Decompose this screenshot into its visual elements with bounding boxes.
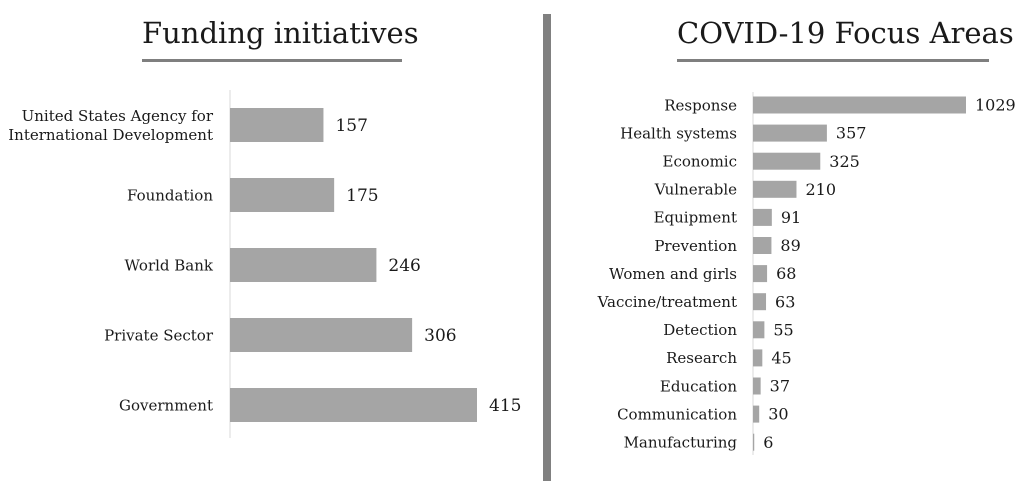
bar bbox=[753, 265, 768, 283]
bar bbox=[230, 108, 324, 142]
value-label: 157 bbox=[335, 116, 367, 136]
category-label: Health systems bbox=[620, 124, 737, 142]
category-label: Research bbox=[666, 349, 737, 367]
title-underline bbox=[142, 59, 402, 62]
bar bbox=[753, 237, 772, 254]
category-label: World Bank bbox=[125, 256, 214, 274]
category-label: Communication bbox=[617, 405, 737, 423]
category-label: Equipment bbox=[654, 209, 737, 227]
funding-initiatives-panel: Funding initiatives United States Agency… bbox=[8, 16, 521, 438]
bar bbox=[230, 178, 335, 212]
value-label: 175 bbox=[346, 186, 378, 206]
panel-divider bbox=[543, 14, 551, 481]
value-label: 89 bbox=[780, 236, 800, 255]
bar bbox=[753, 208, 772, 226]
category-label: Economic bbox=[663, 152, 738, 170]
category-label: Education bbox=[660, 377, 737, 395]
bar bbox=[753, 124, 827, 142]
chart-title-covid: COVID-19 Focus Areas bbox=[677, 16, 1014, 50]
value-label: 6 bbox=[763, 433, 773, 452]
value-label: 210 bbox=[805, 180, 836, 199]
value-label: 306 bbox=[424, 326, 456, 346]
bar bbox=[230, 388, 477, 422]
category-label: Detection bbox=[663, 321, 737, 339]
value-label: 246 bbox=[388, 256, 420, 276]
covid-bar-chart: Response 1029 Health systems 357 Economic 325… bbox=[597, 92, 1016, 455]
bar bbox=[753, 96, 966, 114]
bar bbox=[753, 152, 821, 170]
title-underline bbox=[677, 59, 989, 62]
covid-focus-panel: COVID-19 Focus Areas Response 1029 Health … bbox=[552, 0, 1017, 481]
category-label: Private Sector bbox=[104, 326, 214, 344]
category-label: Foundation bbox=[127, 186, 213, 204]
chart-title-funding: Funding initiatives bbox=[142, 16, 419, 50]
bar bbox=[753, 180, 797, 198]
value-label: 37 bbox=[770, 377, 790, 396]
funding-bar-chart: United States Agency for International De… bbox=[8, 90, 521, 438]
value-label: 91 bbox=[781, 208, 801, 227]
value-label: 357 bbox=[836, 124, 867, 143]
bar bbox=[753, 349, 763, 367]
value-label: 1029 bbox=[975, 96, 1016, 115]
bar bbox=[753, 433, 755, 451]
value-label: 415 bbox=[489, 396, 521, 416]
value-label: 30 bbox=[768, 405, 788, 424]
value-label: 68 bbox=[776, 264, 796, 283]
category-label: Response bbox=[664, 96, 737, 114]
value-label: 55 bbox=[773, 320, 793, 339]
category-label: Women and girls bbox=[609, 265, 737, 283]
category-label: Vaccine/treatment bbox=[597, 293, 737, 311]
category-label: Vulnerable bbox=[654, 181, 737, 199]
bar bbox=[230, 318, 413, 352]
bar bbox=[753, 405, 760, 423]
bar bbox=[753, 293, 767, 311]
category-label: Manufacturing bbox=[624, 433, 738, 451]
value-label: 325 bbox=[829, 152, 860, 171]
category-label: United States Agency for International De… bbox=[8, 107, 214, 144]
value-label: 45 bbox=[771, 349, 791, 368]
category-label: Prevention bbox=[654, 237, 737, 255]
bar bbox=[753, 321, 765, 339]
value-label: 63 bbox=[775, 292, 795, 311]
bar bbox=[753, 377, 761, 395]
category-label: Government bbox=[119, 396, 213, 414]
bar bbox=[230, 248, 377, 282]
